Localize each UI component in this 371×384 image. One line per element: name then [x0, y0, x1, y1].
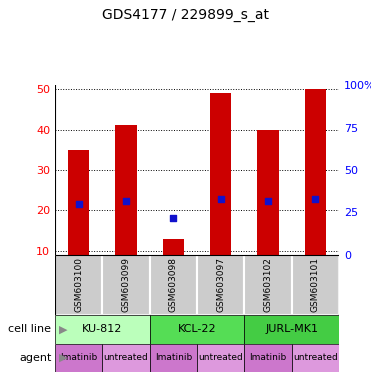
Text: ▶: ▶ [59, 324, 67, 334]
Bar [292, 255, 339, 315]
Text: GDS4177 / 229899_s_at: GDS4177 / 229899_s_at [102, 8, 269, 22]
Bar [55, 344, 102, 372]
Bar [305, 89, 326, 255]
Text: KCL-22: KCL-22 [178, 324, 216, 334]
Text: Imatinib: Imatinib [60, 354, 97, 362]
Bar [150, 344, 197, 372]
Bar [162, 239, 184, 255]
Bar [102, 255, 150, 315]
Point [312, 196, 318, 202]
Text: KU-812: KU-812 [82, 324, 122, 334]
Text: untreated: untreated [198, 354, 243, 362]
Point [265, 199, 271, 205]
Text: ▶: ▶ [59, 353, 67, 363]
Bar [292, 344, 339, 372]
Bar [244, 255, 292, 315]
Text: GSM603099: GSM603099 [121, 258, 131, 313]
Text: GSM603097: GSM603097 [216, 258, 225, 313]
Bar [197, 344, 244, 372]
Text: untreated: untreated [293, 354, 338, 362]
Point [123, 199, 129, 205]
Text: JURL-MK1: JURL-MK1 [265, 324, 318, 334]
Point [218, 196, 224, 202]
Bar [115, 126, 137, 255]
Text: GSM603102: GSM603102 [263, 258, 273, 313]
Point [76, 201, 82, 207]
Text: GSM603098: GSM603098 [169, 258, 178, 313]
Bar [102, 344, 150, 372]
Bar [197, 255, 244, 315]
Text: cell line: cell line [8, 324, 51, 334]
Bar [244, 344, 292, 372]
Bar [68, 150, 89, 255]
Text: GSM603100: GSM603100 [74, 258, 83, 313]
Bar [210, 93, 231, 255]
Text: agent: agent [19, 353, 51, 363]
Bar [55, 315, 150, 344]
Text: Imatinib: Imatinib [155, 354, 192, 362]
Bar [150, 315, 244, 344]
Bar [257, 129, 279, 255]
Bar [244, 315, 339, 344]
Point [170, 215, 176, 222]
Bar [55, 255, 102, 315]
Text: GSM603101: GSM603101 [311, 258, 320, 313]
Text: Imatinib: Imatinib [249, 354, 287, 362]
Bar [150, 255, 197, 315]
Text: untreated: untreated [104, 354, 148, 362]
